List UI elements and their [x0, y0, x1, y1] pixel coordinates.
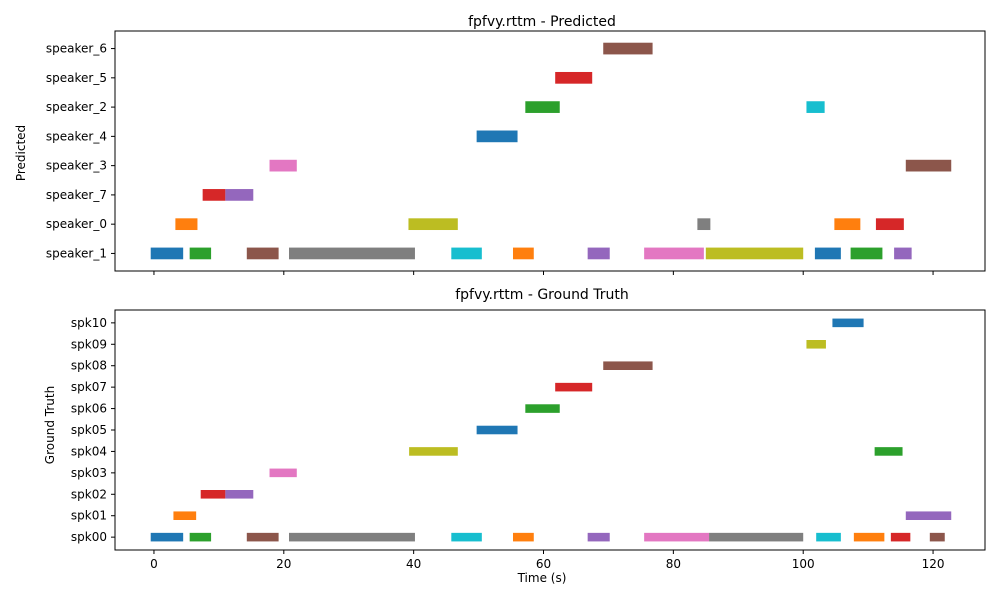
predicted-segment-speaker-1 — [850, 247, 883, 260]
ground-truth-segment-spk00 — [709, 532, 804, 542]
predicted-segment-speaker-3 — [905, 159, 952, 172]
ground-truth-y-tick-label-spk10: spk10 — [71, 316, 107, 330]
predicted-y-axis-label: Predicted — [14, 125, 28, 181]
predicted-segment-speaker-4 — [476, 130, 518, 143]
ground-truth-y-tick-label-spk09: spk09 — [71, 337, 107, 351]
ground-truth-y-tick-label-spk07: spk07 — [71, 380, 107, 394]
ground-truth-y-axis-label: Ground Truth — [43, 386, 57, 464]
predicted-chart-title: fpfvy.rttm - Predicted — [468, 14, 616, 30]
predicted-segment-speaker-1 — [644, 247, 704, 260]
ground-truth-y-tick-label-spk02: spk02 — [71, 487, 107, 501]
predicted-segment-speaker-0 — [408, 218, 458, 231]
ground-truth-segment-spk00 — [816, 532, 841, 542]
ground-truth-y-tick-label-spk03: spk03 — [71, 466, 107, 480]
ground-truth-y-tick-label-spk04: spk04 — [71, 444, 107, 458]
ground-truth-segment-spk06 — [525, 404, 560, 413]
ground-truth-segment-spk05 — [476, 425, 518, 435]
predicted-segments — [150, 42, 952, 260]
ground-truth-segment-spk03 — [269, 468, 297, 478]
predicted-segment-speaker-1 — [246, 247, 279, 260]
ground-truth-segment-spk07 — [555, 382, 593, 392]
ground-truth-segment-spk00 — [289, 532, 415, 542]
predicted-y-tick-label-speaker-6: speaker_6 — [46, 42, 107, 56]
ground-truth-segment-spk02 — [225, 490, 254, 499]
ground-truth-segment-spk10 — [832, 318, 864, 328]
ground-truth-x-tick-label: 60 — [536, 557, 551, 571]
predicted-segment-speaker-1 — [894, 247, 912, 260]
predicted-y-tick-label-speaker-4: speaker_4 — [46, 129, 107, 143]
predicted-segment-speaker-1 — [587, 247, 610, 260]
ground-truth-segment-spk04 — [409, 447, 458, 456]
predicted-segment-speaker-0 — [875, 218, 904, 231]
predicted-segment-speaker-7 — [202, 189, 226, 201]
predicted-segment-speaker-7 — [225, 189, 254, 201]
predicted-segment-speaker-0 — [175, 218, 198, 231]
ground-truth-segment-spk00 — [512, 532, 534, 542]
ground-truth-y-tick-label-spk08: spk08 — [71, 359, 107, 373]
ground-truth-x-tick-label: 0 — [150, 557, 158, 571]
predicted-ticks: speaker_1 speaker_0 speaker_7 speaker_3 spea… — [46, 42, 934, 275]
predicted-y-tick-label-speaker-5: speaker_5 — [46, 71, 107, 85]
predicted-y-tick-label-speaker-3: speaker_3 — [46, 159, 107, 173]
ground-truth-segment-spk00 — [451, 532, 482, 542]
ground-truth-y-tick-label-spk05: spk05 — [71, 423, 107, 437]
ground-truth-segment-spk00 — [853, 532, 885, 542]
predicted-segment-speaker-6 — [603, 42, 653, 55]
ground-truth-segment-spk00 — [189, 532, 212, 542]
ground-truth-segment-spk01 — [905, 511, 952, 520]
ground-truth-x-axis-label: Time (s) — [517, 571, 567, 585]
predicted-y-tick-label-speaker-0: speaker_0 — [46, 217, 107, 231]
ground-truth-segment-spk00 — [246, 532, 279, 542]
ground-truth-x-tick-label: 80 — [666, 557, 681, 571]
predicted-segment-speaker-0 — [834, 218, 861, 231]
ground-truth-x-tick-label: 20 — [276, 557, 291, 571]
ground-truth-segment-spk01 — [173, 511, 197, 520]
predicted-segment-speaker-2 — [525, 101, 560, 113]
predicted-y-tick-label-speaker-7: speaker_7 — [46, 188, 107, 202]
ground-truth-chart-title: fpfvy.rttm - Ground Truth — [455, 287, 629, 303]
predicted-y-tick-label-speaker-2: speaker_2 — [46, 100, 107, 114]
ground-truth-y-tick-label-spk06: spk06 — [71, 402, 107, 416]
ground-truth-segment-spk00 — [929, 532, 945, 542]
ground-truth-segment-spk00 — [587, 532, 610, 542]
predicted-segment-speaker-0 — [697, 218, 711, 231]
ground-truth-y-tick-label-spk01: spk01 — [71, 509, 107, 523]
predicted-panel: fpfvy.rttm - Predicted Predicted speaker… — [14, 14, 986, 275]
predicted-segment-speaker-1 — [189, 247, 212, 260]
ground-truth-plot-frame — [114, 309, 986, 551]
ground-truth-segment-spk00 — [150, 532, 184, 542]
ground-truth-ticks: spk00 spk01 spk02 spk03 spk04 spk05 spk06 spk07… — [71, 316, 945, 571]
ground-truth-segment-spk09 — [806, 340, 826, 349]
ground-truth-x-tick-label: 120 — [922, 557, 945, 571]
predicted-segment-speaker-1 — [814, 247, 841, 260]
predicted-segment-speaker-5 — [555, 71, 593, 84]
ground-truth-panel: fpfvy.rttm - Ground Truth Ground Truth T… — [43, 287, 986, 585]
ground-truth-segment-spk08 — [603, 361, 653, 370]
predicted-segment-speaker-2 — [806, 101, 825, 113]
predicted-segment-speaker-1 — [451, 247, 482, 260]
ground-truth-segments — [150, 318, 952, 542]
ground-truth-segment-spk04 — [874, 447, 903, 456]
ground-truth-segment-spk00 — [644, 532, 710, 542]
ground-truth-segment-spk00 — [890, 532, 911, 542]
predicted-segment-speaker-1 — [289, 247, 415, 260]
ground-truth-y-tick-label-spk00: spk00 — [71, 530, 107, 544]
predicted-segment-speaker-1 — [150, 247, 184, 260]
predicted-y-tick-label-speaker-1: speaker_1 — [46, 246, 107, 260]
predicted-segment-speaker-1 — [705, 247, 804, 260]
predicted-plot-frame — [114, 30, 986, 272]
ground-truth-x-tick-label: 100 — [792, 557, 815, 571]
predicted-segment-speaker-3 — [269, 159, 297, 172]
ground-truth-x-tick-label: 40 — [406, 557, 421, 571]
predicted-segment-speaker-1 — [512, 247, 534, 260]
ground-truth-segment-spk02 — [200, 490, 226, 499]
